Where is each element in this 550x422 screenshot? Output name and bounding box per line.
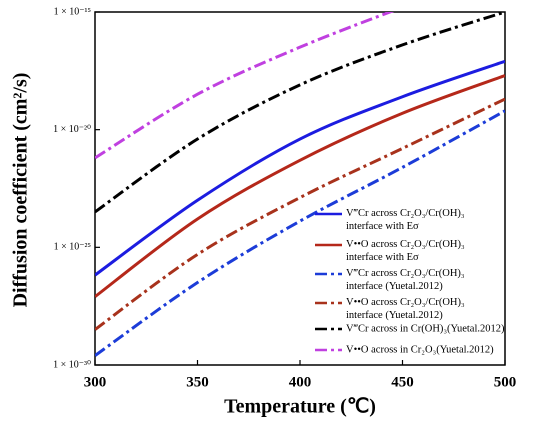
series-line	[95, 74, 505, 298]
series-line	[95, 59, 505, 277]
y-tick-label: 1 × 10⁻²⁵	[54, 242, 91, 253]
legend-label: V••O across in Cr₂O₃(Yuetal.2012)	[346, 344, 494, 355]
legend-label: V••O across Cr₂O₃/Cr(OH)₃ interface with …	[346, 239, 465, 263]
x-tick-label: 350	[186, 374, 209, 390]
x-axis-label: Temperature (℃)	[224, 396, 376, 418]
y-axis-label: Diffusion coefficient (cm²/s)	[10, 73, 32, 308]
series-line	[95, 12, 505, 214]
series-line	[95, 12, 395, 160]
y-tick-label: 1 × 10⁻³⁰	[53, 359, 91, 370]
legend-label: V‴Cr across in Cr(OH)₃(Yuetal.2012)	[346, 323, 505, 334]
x-tick-label: 300	[84, 374, 107, 390]
x-tick-label: 500	[494, 374, 517, 390]
x-tick-label: 400	[289, 374, 312, 390]
series-line	[95, 97, 505, 331]
y-tick-label: 1 × 10⁻¹⁵	[54, 6, 91, 17]
legend-label: V‴Cr across Cr₂O₃/Cr(OH)₃ interface with …	[346, 208, 465, 232]
series-lines	[95, 12, 505, 357]
x-tick-label: 450	[391, 374, 414, 390]
legend-label: V••O across Cr₂O₃/Cr(OH)₃ interface (Yuet…	[346, 297, 465, 321]
y-tick-label: 1 × 10⁻²⁰	[53, 124, 91, 135]
legend-label: V‴Cr across Cr₂O₃/Cr(OH)₃ interface (Yuet…	[346, 268, 465, 292]
series-line	[95, 109, 505, 357]
